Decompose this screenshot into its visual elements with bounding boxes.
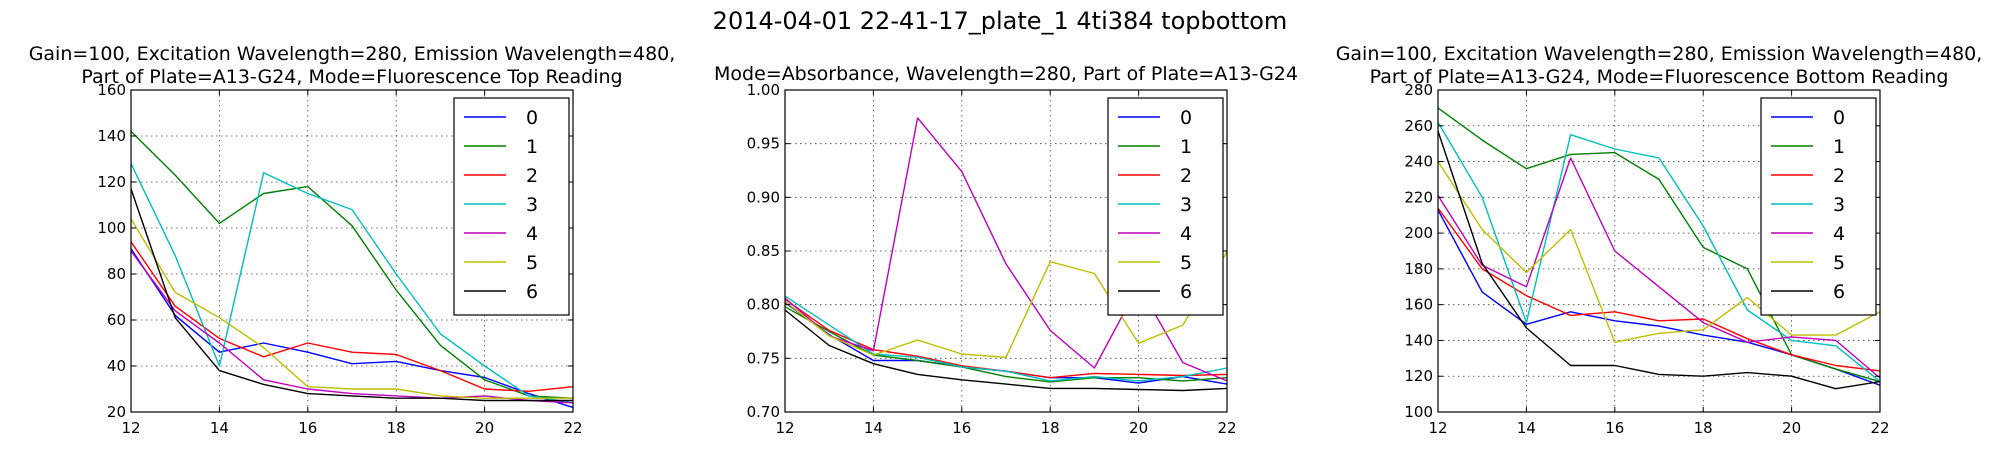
subplot-2-ytick-label-5: 200: [1404, 224, 1433, 242]
subplot-1-xtick-label-2: 16: [952, 419, 971, 437]
subplot-2-axes-frame: [1437, 89, 1881, 413]
subplot-0-legend-label-0: 0: [526, 107, 538, 129]
subplot-1-ytick-label-5: 0.95: [747, 135, 780, 153]
subplot-1-ytick-label-2: 0.80: [747, 296, 780, 314]
subplot-2-series-4-line: [1437, 157, 1881, 379]
subplot-2: Gain=100, Excitation Wavelength=280, Emi…: [1336, 43, 1983, 437]
subplots-container: Gain=100, Excitation Wavelength=280, Emi…: [29, 43, 1983, 437]
subplot-2-ytick-label-6: 220: [1404, 188, 1433, 206]
subplot-0-legend-label-5: 5: [526, 252, 538, 274]
subplot-2-legend: 0 1 2 3 4 5 6: [1760, 97, 1877, 316]
subplot-0-ytick-label-5: 120: [97, 173, 126, 191]
subplot-2-ytick-label-4: 180: [1404, 260, 1433, 278]
subplot-0-series-5-line: [130, 218, 573, 399]
subplot-1-legend-label-0: 0: [1180, 107, 1192, 129]
subplot-2-ytick-label-7: 240: [1404, 153, 1433, 171]
subplot-0-ytick-label-1: 40: [107, 357, 126, 375]
subplot-1-series-5-line: [784, 251, 1228, 358]
subplot-1-xtick-label-3: 18: [1041, 419, 1060, 437]
subplot-0-xtick-label-3: 18: [387, 419, 406, 437]
subplot-1-ytick-label-3: 0.85: [747, 242, 780, 260]
subplot-1: Mode=Absorbance, Wavelength=280, Part of…: [714, 63, 1298, 437]
subplot-2-series-3-line: [1437, 121, 1881, 383]
subplot-1-legend-label-6: 6: [1180, 281, 1192, 303]
subplot-0-series-1-line: [130, 130, 574, 399]
subplot-2-xtick-label-0: 12: [1428, 419, 1447, 437]
subplot-1-legend-label-2: 2: [1180, 165, 1192, 187]
subplot-0-legend-box: [453, 97, 570, 316]
subplot-2-ytick-label-9: 280: [1404, 81, 1433, 99]
subplot-2-legend-label-2: 2: [1833, 165, 1845, 187]
subplot-0-ytick-label-0: 20: [107, 403, 126, 421]
subplot-0-series-6-line: [130, 188, 573, 402]
subplot-2-legend-label-0: 0: [1833, 107, 1845, 129]
subplot-2-legend-box: [1760, 97, 1877, 316]
subplot-1-ytick-label-1: 0.75: [747, 349, 780, 367]
subplot-1-xtick-label-4: 20: [1129, 419, 1148, 437]
subplot-0-ytick-label-6: 140: [97, 127, 126, 145]
subplot-0-legend-label-4: 4: [526, 223, 538, 245]
subplot-2-legend-label-5: 5: [1833, 252, 1845, 274]
subplot-0-legend-label-2: 2: [526, 165, 538, 187]
subplot-1-legend-label-3: 3: [1180, 194, 1192, 216]
subplot-0-legend-label-1: 1: [526, 136, 538, 158]
subplot-0-axes-frame: [130, 89, 574, 413]
subplot-0-xtick-label-4: 20: [475, 419, 494, 437]
subplot-2-ytick-label-8: 260: [1404, 117, 1433, 135]
subplot-2-ytick-label-3: 160: [1404, 296, 1433, 314]
subplot-2-ytick-label-0: 100: [1404, 403, 1433, 421]
subplot-0-series-4-line: [130, 250, 574, 404]
subplot-2-legend-label-4: 4: [1833, 223, 1845, 245]
subplot-1-ytick-label-0: 0.70: [747, 403, 780, 421]
subplot-1-ytick-label-4: 0.90: [747, 188, 780, 206]
subplot-2-legend-label-1: 1: [1833, 136, 1845, 158]
subplot-2-series-1-line: [1437, 107, 1881, 383]
subplot-1-xtick-label-5: 22: [1217, 419, 1236, 437]
subplot-1-xtick-label-0: 12: [775, 419, 794, 437]
subplot-0-ytick-label-2: 60: [107, 311, 126, 329]
subplot-0-ytick-label-3: 80: [107, 265, 126, 283]
subplot-2-xtick-label-5: 22: [1870, 419, 1889, 437]
subplot-0-series-0-line: [130, 248, 574, 409]
subplot-1-title-line-0: Mode=Absorbance, Wavelength=280, Part of…: [714, 63, 1298, 85]
subplot-0-xtick-label-2: 16: [298, 419, 317, 437]
subplot-0-series-3-line: [130, 163, 574, 404]
subplot-0-xtick-label-0: 12: [121, 419, 140, 437]
subplot-0-legend-label-3: 3: [526, 194, 538, 216]
subplot-1-ytick-label-6: 1.00: [747, 81, 780, 99]
subplot-2-series-2-line: [1437, 207, 1881, 372]
subplot-0: Gain=100, Excitation Wavelength=280, Emi…: [29, 43, 676, 437]
subplot-2-series-5-line: [1437, 161, 1881, 343]
subplot-1-xtick-label-1: 14: [864, 419, 883, 437]
subplot-0-legend-label-6: 6: [526, 281, 538, 303]
subplot-0-ytick-label-7: 160: [97, 81, 126, 99]
subplot-0-legend: 0 1 2 3 4 5 6: [453, 97, 570, 316]
subplot-1-series-6-line: [784, 309, 1228, 392]
subplot-1-legend-label-1: 1: [1180, 136, 1192, 158]
subplot-2-title-line-0: Gain=100, Excitation Wavelength=280, Emi…: [1336, 43, 1983, 65]
figure-suptitle: 2014-04-01 22-41-17_plate_1 4ti384 topbo…: [713, 7, 1288, 35]
subplot-1-legend: 0 1 2 3 4 5 6: [1107, 97, 1224, 316]
subplot-0-title-line-1: Part of Plate=A13-G24, Mode=Fluorescence…: [81, 66, 622, 88]
subplot-2-series-6-line: [1437, 130, 1881, 390]
subplot-2-legend-label-6: 6: [1833, 281, 1845, 303]
subplot-2-legend-label-3: 3: [1833, 194, 1845, 216]
subplot-0-xtick-label-5: 22: [563, 419, 582, 437]
subplot-2-xtick-label-4: 20: [1782, 419, 1801, 437]
subplot-1-legend-box: [1107, 97, 1224, 316]
subplot-0-ytick-label-4: 100: [97, 219, 126, 237]
subplot-2-title-line-1: Part of Plate=A13-G24, Mode=Fluorescence…: [1370, 66, 1949, 88]
subplot-2-xtick-label-2: 16: [1605, 419, 1624, 437]
subplot-2-ytick-label-1: 120: [1404, 367, 1433, 385]
subplot-2-ytick-label-2: 140: [1404, 331, 1433, 349]
subplot-2-xtick-label-1: 14: [1517, 419, 1536, 437]
subplot-1-legend-label-4: 4: [1180, 223, 1192, 245]
subplot-0-xtick-label-1: 14: [210, 419, 229, 437]
subplot-2-xtick-label-3: 18: [1694, 419, 1713, 437]
subplot-1-legend-label-5: 5: [1180, 252, 1192, 274]
subplot-0-title-line-0: Gain=100, Excitation Wavelength=280, Emi…: [29, 43, 676, 65]
subplot-1-series-3-line: [784, 295, 1228, 382]
